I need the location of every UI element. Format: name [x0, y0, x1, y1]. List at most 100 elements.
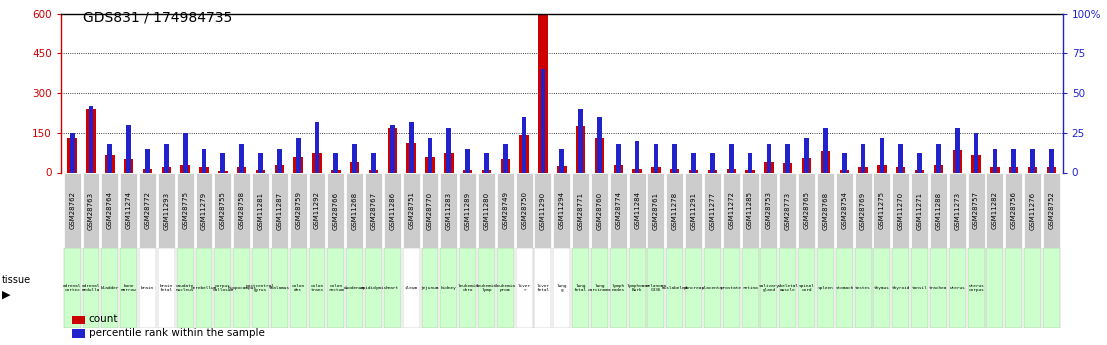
Bar	[441, 248, 457, 328]
Bar	[139, 248, 156, 328]
Bar	[290, 248, 307, 328]
Bar	[102, 248, 118, 328]
Bar	[196, 172, 213, 248]
Bar	[86, 109, 95, 172]
Bar	[139, 172, 156, 248]
Bar	[102, 172, 118, 248]
Bar	[798, 248, 815, 328]
Bar	[764, 162, 774, 172]
Bar	[441, 172, 457, 248]
Bar	[1024, 248, 1041, 328]
Bar	[820, 151, 830, 172]
Bar	[653, 144, 659, 172]
Bar	[842, 154, 847, 172]
Bar	[930, 248, 946, 328]
Text: GSM28775: GSM28775	[183, 191, 188, 229]
Bar	[126, 125, 131, 172]
Bar	[991, 167, 1000, 172]
Bar	[333, 154, 338, 172]
Bar	[535, 172, 551, 248]
Text: GSM11271: GSM11271	[917, 191, 922, 229]
Text: GSM28772: GSM28772	[145, 191, 151, 229]
Bar	[670, 169, 680, 172]
Bar	[164, 144, 168, 172]
Text: duodenum: duodenum	[344, 286, 365, 290]
Bar	[459, 172, 476, 248]
Bar	[968, 172, 984, 248]
Text: GSM11268: GSM11268	[352, 191, 358, 229]
Bar	[914, 170, 924, 172]
Bar	[610, 172, 627, 248]
Text: pancreas: pancreas	[683, 286, 704, 290]
Text: stomach: stomach	[835, 286, 853, 290]
Bar	[691, 154, 696, 172]
Bar	[500, 159, 510, 172]
Bar	[83, 248, 100, 328]
Bar	[350, 162, 360, 172]
Bar	[427, 138, 433, 172]
Text: GSM28757: GSM28757	[973, 191, 979, 229]
Bar	[993, 149, 997, 172]
Text: colon
trans: colon trans	[310, 284, 323, 292]
Text: GSM11276: GSM11276	[1030, 191, 1035, 229]
Text: GSM11282: GSM11282	[992, 191, 997, 229]
Text: leukemia
chro: leukemia chro	[457, 284, 478, 292]
Bar	[651, 167, 661, 172]
Bar	[328, 248, 344, 328]
Bar	[766, 144, 772, 172]
Bar	[742, 248, 758, 328]
Bar	[519, 136, 529, 172]
Bar	[786, 144, 790, 172]
Bar	[293, 157, 303, 172]
Bar	[444, 152, 454, 172]
Text: lung
fetal: lung fetal	[575, 284, 587, 292]
Bar	[484, 154, 489, 172]
Text: GSM28762: GSM28762	[69, 191, 75, 229]
Text: lymphoma
Burk: lymphoma Burk	[627, 284, 648, 292]
Bar	[685, 248, 702, 328]
Text: thymus: thymus	[875, 286, 890, 290]
Bar	[271, 248, 288, 328]
Bar	[591, 172, 608, 248]
Bar	[892, 172, 909, 248]
Bar	[873, 248, 890, 328]
Text: GSM11278: GSM11278	[672, 191, 677, 229]
Bar	[610, 248, 627, 328]
Bar	[576, 126, 586, 172]
Bar	[387, 128, 397, 172]
Bar	[1028, 167, 1037, 172]
Bar	[861, 144, 866, 172]
Bar	[459, 248, 476, 328]
Text: GSM28749: GSM28749	[503, 191, 508, 229]
Bar	[258, 154, 262, 172]
Text: GSM11289: GSM11289	[465, 191, 470, 229]
Text: liver
fetal: liver fetal	[537, 284, 549, 292]
Text: GSM28751: GSM28751	[408, 191, 414, 229]
Text: lung
carcinoma: lung carcinoma	[588, 284, 611, 292]
Text: spleen: spleen	[818, 286, 834, 290]
Text: GSM28774: GSM28774	[615, 191, 621, 229]
Bar	[290, 172, 307, 248]
Bar	[384, 172, 401, 248]
Text: bone
marrow: bone marrow	[121, 284, 136, 292]
Bar	[463, 170, 473, 172]
Text: liver
r: liver r	[518, 284, 530, 292]
Bar	[858, 167, 868, 172]
Bar	[252, 172, 269, 248]
Bar	[1043, 248, 1059, 328]
Text: GDS831 / 174984735: GDS831 / 174984735	[83, 10, 232, 24]
Text: cerebellum: cerebellum	[190, 286, 217, 290]
Bar	[689, 170, 699, 172]
Bar	[277, 149, 281, 172]
Bar	[503, 144, 508, 172]
Bar	[64, 172, 81, 248]
Text: tonsil: tonsil	[912, 286, 928, 290]
Text: tissue: tissue	[2, 275, 31, 285]
Text: thalamus: thalamus	[269, 286, 290, 290]
Text: ileum: ileum	[404, 286, 417, 290]
Bar	[384, 248, 401, 328]
Text: GSM28767: GSM28767	[371, 191, 376, 229]
Bar	[986, 172, 1003, 248]
Text: salivary
gland: salivary gland	[758, 284, 779, 292]
Text: GSM11291: GSM11291	[691, 191, 696, 229]
